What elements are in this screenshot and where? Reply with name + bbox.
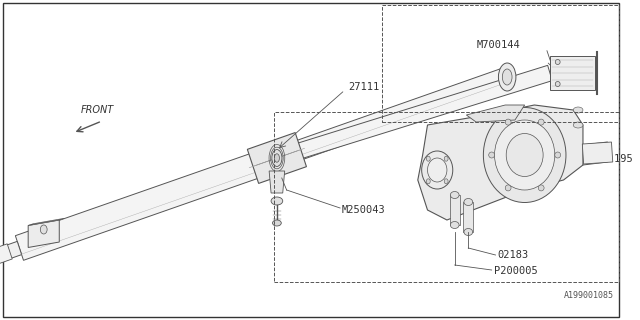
- Polygon shape: [274, 68, 510, 167]
- Polygon shape: [467, 105, 525, 122]
- Polygon shape: [275, 65, 552, 166]
- Polygon shape: [247, 132, 307, 183]
- Ellipse shape: [451, 191, 459, 198]
- Ellipse shape: [505, 185, 511, 191]
- Polygon shape: [28, 218, 64, 226]
- Bar: [383, 5, 619, 122]
- Ellipse shape: [505, 119, 511, 125]
- Polygon shape: [418, 105, 583, 220]
- Ellipse shape: [506, 133, 543, 177]
- Bar: [274, 112, 619, 282]
- Ellipse shape: [555, 152, 561, 158]
- Ellipse shape: [489, 152, 495, 158]
- Ellipse shape: [573, 122, 583, 128]
- Ellipse shape: [272, 149, 282, 166]
- Ellipse shape: [483, 108, 566, 203]
- Text: FIG.195: FIG.195: [590, 154, 634, 164]
- Text: A199001085: A199001085: [564, 291, 614, 300]
- Ellipse shape: [40, 225, 47, 234]
- Ellipse shape: [556, 82, 560, 86]
- Ellipse shape: [464, 228, 473, 236]
- Polygon shape: [550, 56, 595, 90]
- Polygon shape: [15, 146, 281, 260]
- Ellipse shape: [426, 156, 430, 161]
- Text: M700144: M700144: [477, 40, 521, 50]
- Polygon shape: [582, 142, 612, 164]
- Ellipse shape: [426, 179, 430, 184]
- Ellipse shape: [502, 69, 512, 85]
- Polygon shape: [0, 241, 22, 267]
- Ellipse shape: [444, 179, 448, 184]
- Ellipse shape: [556, 60, 560, 65]
- Ellipse shape: [271, 197, 283, 205]
- Ellipse shape: [495, 120, 555, 190]
- Polygon shape: [463, 202, 473, 232]
- Ellipse shape: [422, 151, 452, 189]
- Ellipse shape: [573, 107, 583, 113]
- Text: M250043: M250043: [342, 205, 386, 215]
- Text: FRONT: FRONT: [81, 105, 114, 115]
- Ellipse shape: [428, 158, 447, 182]
- Text: 02183: 02183: [497, 250, 529, 260]
- Ellipse shape: [275, 154, 280, 162]
- Ellipse shape: [464, 198, 473, 205]
- Polygon shape: [28, 220, 60, 247]
- Ellipse shape: [444, 156, 448, 161]
- Polygon shape: [269, 171, 285, 193]
- Text: 27111: 27111: [348, 82, 379, 92]
- Ellipse shape: [273, 220, 281, 226]
- Ellipse shape: [451, 221, 459, 228]
- Ellipse shape: [538, 119, 544, 125]
- Ellipse shape: [538, 185, 544, 191]
- Ellipse shape: [499, 63, 516, 91]
- Polygon shape: [0, 244, 12, 271]
- Polygon shape: [450, 195, 460, 225]
- Text: P200005: P200005: [493, 266, 538, 276]
